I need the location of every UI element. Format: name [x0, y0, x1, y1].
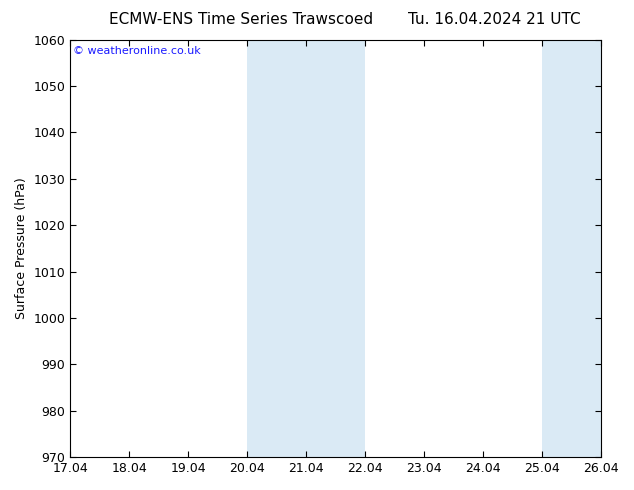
- Text: ECMW-ENS Time Series Trawscoed: ECMW-ENS Time Series Trawscoed: [109, 12, 373, 27]
- Y-axis label: Surface Pressure (hPa): Surface Pressure (hPa): [15, 177, 28, 319]
- Bar: [247, 40, 365, 457]
- Text: Tu. 16.04.2024 21 UTC: Tu. 16.04.2024 21 UTC: [408, 12, 581, 27]
- Text: © weatheronline.co.uk: © weatheronline.co.uk: [73, 46, 201, 56]
- Bar: [542, 40, 601, 457]
